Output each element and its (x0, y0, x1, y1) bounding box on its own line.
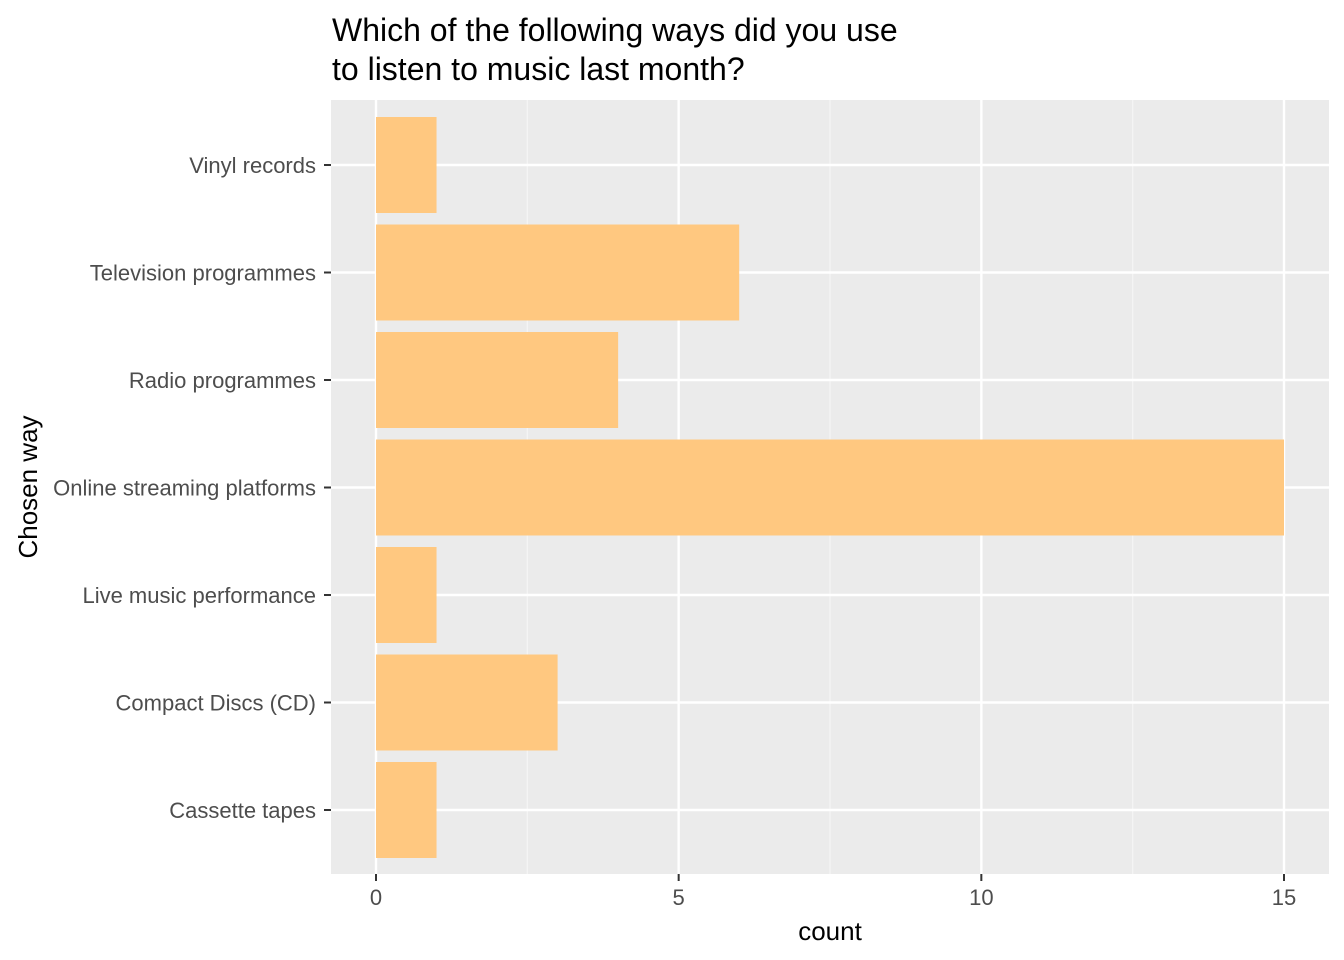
x-tick-label: 10 (969, 885, 993, 910)
y-tick-label: Cassette tapes (169, 798, 316, 823)
bar (376, 547, 437, 643)
bar (376, 117, 437, 213)
x-tick-label: 0 (370, 885, 382, 910)
bar (376, 762, 437, 858)
x-tick-label: 5 (673, 885, 685, 910)
x-tick-label: 15 (1272, 885, 1296, 910)
x-axis-title: count (798, 916, 862, 946)
y-tick-label: Compact Discs (CD) (116, 691, 316, 716)
y-tick-label: Live music performance (82, 583, 316, 608)
y-tick-label: Online streaming platforms (53, 476, 316, 501)
bars (376, 117, 1284, 858)
bar (376, 332, 619, 428)
y-tick-label: Radio programmes (129, 368, 316, 393)
bar (376, 224, 740, 321)
chart-title-line-1: Which of the following ways did you use (332, 12, 898, 48)
y-tick-label: Vinyl records (189, 153, 316, 178)
y-axis-title: Chosen way (13, 415, 43, 558)
y-axis: Vinyl records Television programmes Radio … (53, 153, 331, 823)
chart-title-line-2: to listen to music last month? (332, 51, 745, 87)
y-tick-label: Television programmes (90, 261, 316, 286)
bar (376, 654, 558, 751)
x-axis: 0 5 10 15 (370, 874, 1296, 910)
bar (376, 439, 1284, 536)
